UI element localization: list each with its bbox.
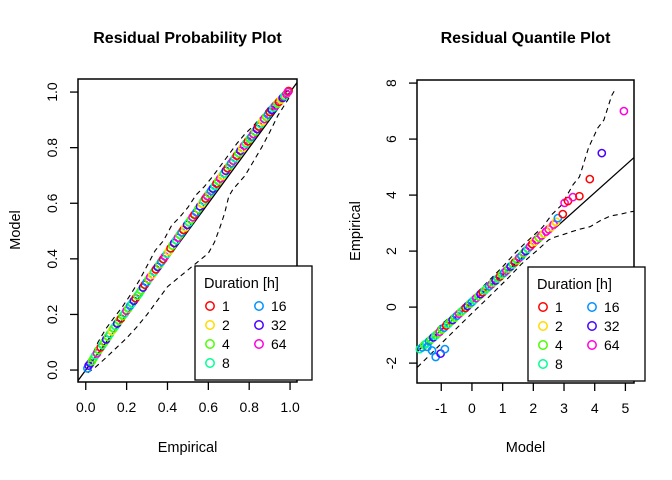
svg-text:0.0: 0.0 xyxy=(44,360,60,380)
svg-text:16: 16 xyxy=(271,298,287,314)
svg-text:0: 0 xyxy=(383,303,399,311)
axis-ticks: -1 0 1 2 3 4 5 -2 0 2 4 6 8 xyxy=(383,79,630,416)
legend-duration: Duration [h] 1 2 4 8 16 32 64 xyxy=(194,265,313,381)
svg-text:Duration [h]: Duration [h] xyxy=(537,277,612,293)
svg-text:4: 4 xyxy=(383,191,399,199)
quantile-plot-title: Residual Quantile Plot xyxy=(440,30,611,47)
svg-text:0.2: 0.2 xyxy=(44,305,60,325)
quantile-x-axis-label: Model xyxy=(505,440,546,456)
svg-text:16: 16 xyxy=(604,299,620,315)
svg-text:-1: -1 xyxy=(435,400,448,416)
panel-residual-quantile: Residual Quantile Plot Empirical -1 0 1 2 3 4… xyxy=(336,0,672,480)
svg-text:0: 0 xyxy=(468,400,476,416)
svg-text:1: 1 xyxy=(555,299,563,315)
probability-plot-title: Residual Probability Plot xyxy=(93,30,282,47)
svg-text:1: 1 xyxy=(222,298,230,314)
svg-text:4: 4 xyxy=(555,337,563,353)
svg-text:4: 4 xyxy=(591,400,599,416)
quantile-plot-canvas: -1 0 1 2 3 4 5 -2 0 2 4 6 8 Duration [h] 1 2 4 8 16 32 64 xyxy=(383,79,646,416)
svg-text:0.2: 0.2 xyxy=(117,399,137,415)
svg-text:2: 2 xyxy=(222,317,230,333)
probability-x-axis-label: Empirical xyxy=(157,440,218,456)
legend-duration: Duration [h] 1 2 4 8 16 32 64 xyxy=(527,266,646,382)
svg-text:0.6: 0.6 xyxy=(44,193,60,213)
svg-text:5: 5 xyxy=(622,400,630,416)
probability-plot-canvas: 0.0 0.2 0.4 0.6 0.8 1.0 0.0 0.2 0.4 0.6 0.8 1.0 Dura… xyxy=(44,78,313,415)
svg-text:64: 64 xyxy=(604,337,620,353)
plot-frame xyxy=(416,79,635,384)
svg-text:-2: -2 xyxy=(383,357,399,370)
svg-text:1: 1 xyxy=(499,400,507,416)
svg-text:0.4: 0.4 xyxy=(44,249,60,269)
svg-text:Duration [h]: Duration [h] xyxy=(204,276,279,292)
reference-line xyxy=(77,82,298,381)
axis-ticks: 0.0 0.2 0.4 0.6 0.8 1.0 0.0 0.2 0.4 0.6 0.8 1.0 xyxy=(44,82,300,415)
svg-text:8: 8 xyxy=(383,79,399,87)
svg-text:32: 32 xyxy=(604,318,620,334)
panel-residual-probability: Residual Probability Plot Model 0.0 0.2 0.… xyxy=(8,30,313,456)
plot-frame xyxy=(77,78,298,383)
svg-text:64: 64 xyxy=(271,336,287,352)
svg-text:1.0: 1.0 xyxy=(280,399,300,415)
svg-text:2: 2 xyxy=(383,247,399,255)
svg-text:32: 32 xyxy=(271,317,287,333)
svg-text:0.8: 0.8 xyxy=(239,399,259,415)
svg-text:4: 4 xyxy=(222,336,230,352)
svg-text:8: 8 xyxy=(555,356,563,372)
svg-text:0.8: 0.8 xyxy=(44,138,60,158)
svg-text:0.0: 0.0 xyxy=(76,399,96,415)
svg-text:8: 8 xyxy=(222,355,230,371)
svg-text:0.4: 0.4 xyxy=(158,399,178,415)
svg-text:2: 2 xyxy=(555,318,563,334)
svg-text:0.6: 0.6 xyxy=(199,399,219,415)
scatter-points xyxy=(415,106,629,362)
scatter-points xyxy=(83,86,293,373)
svg-text:3: 3 xyxy=(560,400,568,416)
confidence-bands xyxy=(416,88,635,368)
svg-text:6: 6 xyxy=(383,135,399,143)
svg-text:2: 2 xyxy=(529,400,537,416)
svg-text:1.0: 1.0 xyxy=(44,82,60,102)
